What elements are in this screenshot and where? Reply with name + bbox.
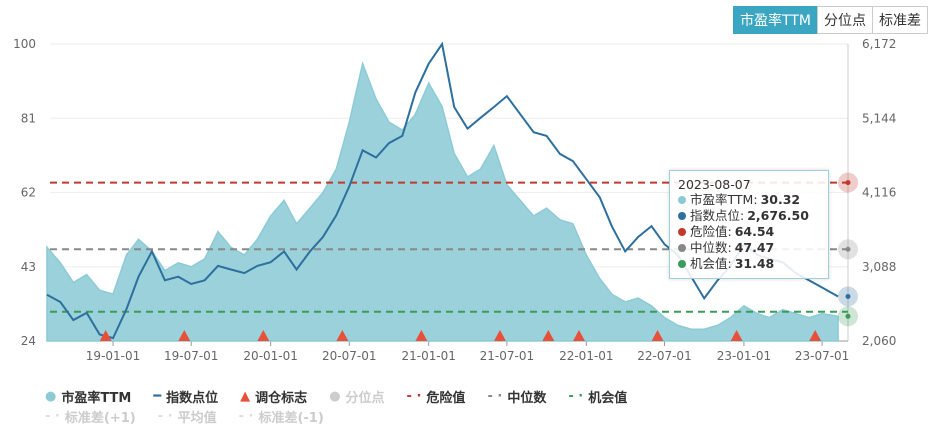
tooltip-label: 中位数: <box>690 240 732 255</box>
tooltip-value: 30.32 <box>760 192 801 207</box>
right-axis-tick: 3,088 <box>862 260 896 274</box>
tab-percentile[interactable]: 分位点 <box>817 6 873 34</box>
legend-label: 调仓标志 <box>255 390 308 406</box>
x-axis-tick: 21-01-01 <box>401 349 455 363</box>
tooltip-value: 31.48 <box>734 256 775 271</box>
tooltip-row: 市盈率TTM: 30.32 <box>678 192 820 208</box>
pe-ttm-area <box>46 60 839 342</box>
legend-symbol-icon: - · <box>45 408 60 424</box>
x-axis-tick: 22-07-01 <box>637 349 691 363</box>
series-dot-icon <box>678 244 686 252</box>
legend-item[interactable]: - · 标准差(+1) <box>45 407 136 426</box>
legend-label: 中位数 <box>507 390 547 406</box>
legend-label: 指数点位 <box>166 390 219 406</box>
legend-label: 平均值 <box>177 410 217 426</box>
legend-label: 危险值 <box>426 390 466 406</box>
tooltip-row: 中位数: 47.47 <box>678 240 820 256</box>
x-axis-tick: 20-07-01 <box>322 349 376 363</box>
right-axis-tick: 6,172 <box>862 37 896 51</box>
view-tabs: 市盈率TTM 分位点 标准差 <box>733 6 928 34</box>
legend-item[interactable]: - · 中位数 <box>487 387 546 406</box>
x-axis-tick: 22-01-01 <box>559 349 613 363</box>
legend-symbol-icon: - · <box>487 388 503 404</box>
left-axis-tick: 81 <box>21 111 36 125</box>
legend-symbol-icon: - · <box>568 388 584 404</box>
legend-symbol-icon: - · <box>238 408 254 424</box>
right-axis-tick: 4,116 <box>862 186 896 200</box>
tab-std-dev[interactable]: 标准差 <box>872 6 928 34</box>
rebalance-marker-icon <box>178 330 191 341</box>
left-axis-tick: 43 <box>21 260 36 274</box>
x-axis-tick: 20-01-01 <box>243 349 297 363</box>
tooltip-date: 2023-08-07 <box>678 177 751 192</box>
tooltip-label: 指数点位: <box>690 208 745 223</box>
tooltip-row: 机会值: 31.48 <box>678 256 820 272</box>
chart-canvas[interactable]: 24 2,060 43 3,088 62 4,116 81 5,144 100 6,172 19-0… <box>0 0 938 380</box>
legend-item[interactable]: - · 平均值 <box>158 407 217 426</box>
tooltip-value: 64.54 <box>734 224 775 239</box>
tab-pe-ttm[interactable]: 市盈率TTM <box>733 6 818 34</box>
index-line <box>46 41 839 340</box>
series-dot-icon <box>678 260 686 268</box>
legend-symbol-icon: ━ <box>153 388 162 404</box>
legend-item[interactable]: - · 标准差(-1) <box>239 407 324 426</box>
rebalance-marker-icon <box>651 330 664 341</box>
left-axis-tick: 24 <box>21 334 36 348</box>
legend-item[interactable]: ━ 指数点位 <box>153 387 218 406</box>
rebalance-marker-icon <box>493 330 506 341</box>
left-axis-tick: 100 <box>13 37 36 51</box>
rebalance-marker-icon <box>809 330 822 341</box>
rebalance-marker-icon <box>99 330 112 341</box>
series-dot-icon <box>678 196 686 204</box>
legend-label: 分位点 <box>345 390 385 406</box>
rebalance-marker-icon <box>336 330 349 341</box>
tooltip-label: 市盈率TTM: <box>690 192 758 207</box>
tooltip-label: 危险值: <box>690 224 732 239</box>
legend-item[interactable]: ● 市盈率TTM <box>45 387 131 406</box>
series-end-point <box>845 313 851 319</box>
legend: ● 市盈率TTM ━ 指数点位 ▲ 调仓标志 ● 分位点 - · 危险值 - · 中位数 - · 机会值 … <box>45 386 649 426</box>
series-dot-icon <box>678 212 686 220</box>
legend-symbol-icon: ▲ <box>240 388 251 404</box>
left-axis-tick: 62 <box>21 186 36 200</box>
rebalance-marker-icon <box>572 330 585 341</box>
legend-label: 标准差(+1) <box>64 410 136 426</box>
x-axis-tick: 21-07-01 <box>480 349 534 363</box>
legend-item[interactable]: - · 机会值 <box>568 387 627 406</box>
series-end-point <box>845 293 851 299</box>
legend-item[interactable]: ▲ 调仓标志 <box>240 387 307 406</box>
tooltip-row: 指数点位: 2,676.50 <box>678 208 820 224</box>
legend-symbol-icon: ● <box>45 388 57 404</box>
tooltip-row: 危险值: 64.54 <box>678 224 820 240</box>
legend-symbol-icon: ● <box>329 388 341 404</box>
right-axis-tick: 5,144 <box>862 111 896 125</box>
rebalance-marker-icon <box>542 330 555 341</box>
legend-item[interactable]: - · 危险值 <box>407 387 466 406</box>
legend-item[interactable]: ● 分位点 <box>329 387 384 406</box>
x-axis-tick: 23-01-01 <box>717 349 771 363</box>
legend-label: 机会值 <box>588 390 628 406</box>
series-end-point <box>845 246 851 252</box>
series-dot-icon <box>678 228 686 236</box>
x-axis-tick: 19-01-01 <box>86 349 140 363</box>
legend-label: 市盈率TTM <box>61 390 132 406</box>
right-axis-tick: 2,060 <box>862 334 896 348</box>
series-end-point <box>845 180 851 186</box>
legend-symbol-icon: - · <box>406 388 422 404</box>
tooltip-value: 2,676.50 <box>747 208 809 223</box>
x-axis-tick: 19-07-01 <box>164 349 218 363</box>
tooltip: 2023-08-07 市盈率TTM: 30.32 指数点位: 2,676.50 危险值:… <box>669 170 829 279</box>
rebalance-marker-icon <box>415 330 428 341</box>
tooltip-value: 47.47 <box>734 240 775 255</box>
x-axis-tick: 23-07-01 <box>795 349 849 363</box>
rebalance-marker-icon <box>257 330 270 341</box>
tooltip-label: 机会值: <box>690 256 732 271</box>
legend-label: 标准差(-1) <box>258 410 324 426</box>
rebalance-marker-icon <box>730 330 743 341</box>
legend-symbol-icon: - · <box>157 408 173 424</box>
